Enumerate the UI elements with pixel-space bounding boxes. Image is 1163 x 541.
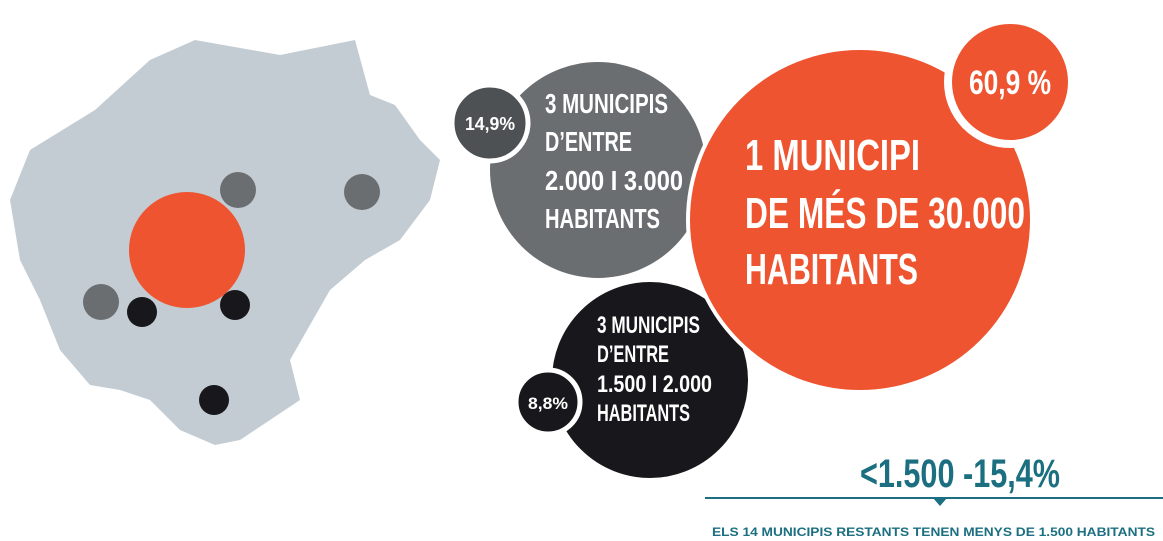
- bubble-text: 3 MUNICIPIS: [545, 88, 668, 119]
- bubble-text: 1.500 I 2.000: [597, 371, 712, 398]
- map-large-town: [129, 192, 245, 308]
- bubble-gray: [490, 62, 706, 278]
- badge-gray: [449, 82, 531, 164]
- percent: 60,9 %: [969, 64, 1051, 102]
- bubble-text: D’ENTRE: [545, 126, 632, 157]
- percent: 8,8%: [528, 394, 568, 413]
- bubble-text: 3 MUNICIPIS: [597, 312, 700, 339]
- badge-black: [513, 367, 583, 437]
- map-small-town: [220, 290, 250, 320]
- map-medium-town: [344, 174, 380, 210]
- map-medium-town: [83, 284, 119, 320]
- bubble-text: DE MÉS DE 30.000: [745, 188, 1025, 238]
- bubble-text: 1 MUNICIPI: [745, 131, 920, 180]
- divider-pointer: [933, 498, 947, 506]
- map-small-town: [127, 297, 157, 327]
- bubble-text: HABITANTS: [745, 245, 918, 294]
- bubble-text: HABITANTS: [597, 400, 690, 427]
- percent: 14,9%: [465, 114, 515, 134]
- bubble-text: D’ENTRE: [597, 341, 669, 368]
- summary-caption: ELS 14 MUNICIPIS RESTANTS TENEN MENYS DE…: [712, 525, 1155, 539]
- bubble-text: 2.000 I 3.000: [545, 165, 683, 196]
- badge-orange: [944, 16, 1076, 148]
- summary-headline: <1.500 -15,4%: [860, 452, 1060, 496]
- bubble-text: HABITANTS: [545, 203, 660, 234]
- map-small-town: [199, 385, 229, 415]
- bubble-orange: [686, 46, 1034, 394]
- map-medium-town: [220, 172, 256, 208]
